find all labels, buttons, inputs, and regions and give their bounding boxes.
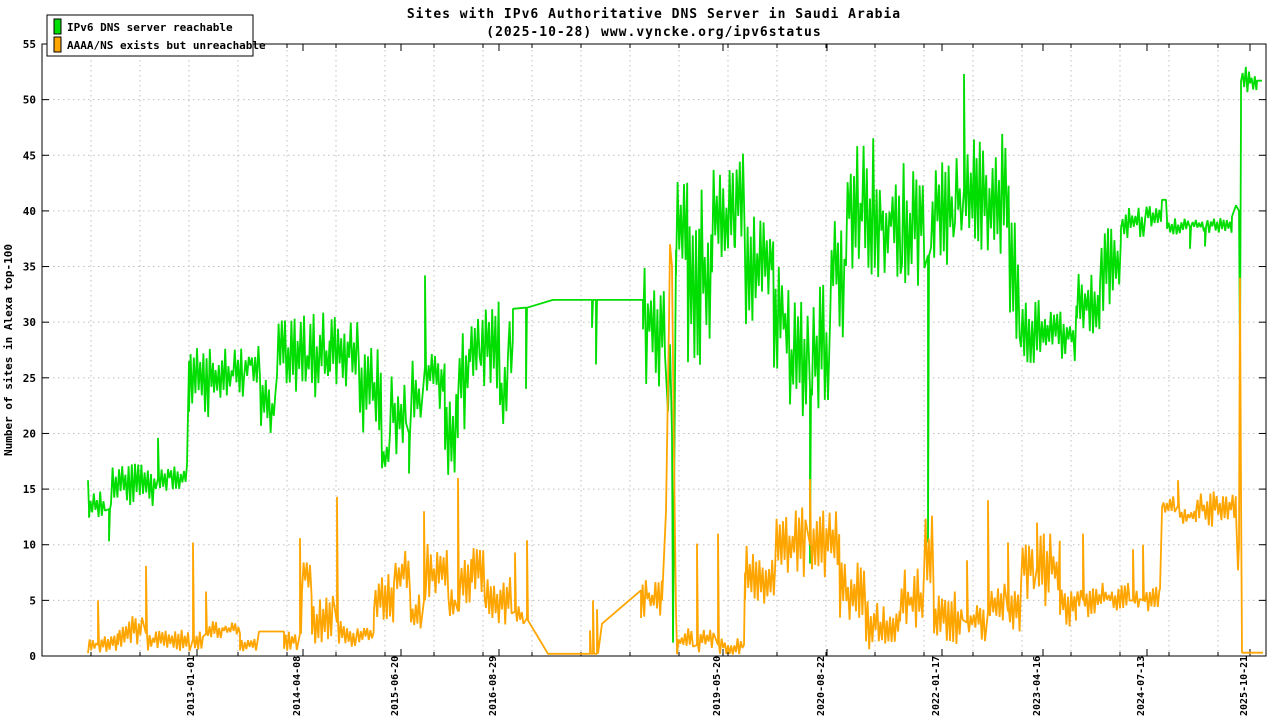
x-tick-label: 2023-04-16 bbox=[1032, 656, 1043, 716]
series-ipv6-reachable-line bbox=[87, 66, 1262, 643]
legend-label-reachable: IPv6 DNS server reachable bbox=[67, 21, 233, 34]
x-tick-label: 2019-05-20 bbox=[712, 656, 723, 716]
x-tick-label: 2020-08-22 bbox=[816, 656, 827, 716]
plot-frame bbox=[41, 43, 1267, 657]
y-tick-label: 25 bbox=[23, 372, 36, 385]
legend-swatch-orange bbox=[53, 36, 62, 53]
x-tick-label: 2015-06-20 bbox=[390, 656, 401, 716]
y-tick-label: 15 bbox=[23, 483, 36, 496]
legend-swatch-green bbox=[53, 18, 62, 35]
legend-box bbox=[46, 14, 254, 57]
y-tick-label: 5 bbox=[29, 594, 36, 607]
y-tick-label: 40 bbox=[23, 205, 36, 218]
series-aaaa-unreachable-line bbox=[87, 244, 1263, 655]
x-tick-label: 2024-07-13 bbox=[1136, 656, 1147, 716]
legend-label-unreachable: AAAA/NS exists but unreachable bbox=[67, 39, 266, 52]
x-tick-label: 2022-01-17 bbox=[931, 656, 942, 716]
y-tick-label: 30 bbox=[23, 316, 36, 329]
legend-entry-unreachable: AAAA/NS exists but unreachable bbox=[53, 36, 266, 53]
legend: IPv6 DNS server reachable AAAA/NS exists… bbox=[46, 14, 266, 57]
x-tick-label: 2013-01-01 bbox=[186, 656, 197, 716]
x-tick-label: 2025-10-21 bbox=[1239, 656, 1250, 716]
y-axis-title: Number of sites in Alexa top-100 bbox=[2, 244, 15, 456]
x-axis-tick-labels: 2013-01-01 2014-04-08 2015-06-20 2016-08-29… bbox=[186, 656, 1250, 716]
y-tick-label: 0 bbox=[29, 650, 36, 663]
y-tick-label: 45 bbox=[23, 149, 36, 162]
x-tick-label: 2016-08-29 bbox=[488, 656, 499, 716]
chart-subtitle: (2025-10-28) www.vyncke.org/ipv6status bbox=[486, 25, 821, 40]
y-tick-label: 20 bbox=[23, 427, 36, 440]
y-tick-label: 50 bbox=[23, 94, 36, 107]
y-tick-label: 10 bbox=[23, 539, 36, 552]
chart-title: Sites with IPv6 Authoritative DNS Server… bbox=[407, 7, 901, 22]
legend-entry-reachable: IPv6 DNS server reachable bbox=[53, 18, 233, 35]
y-axis-tick-labels: 0 5 10 15 20 25 30 35 40 45 50 55 bbox=[23, 38, 36, 663]
x-tick-label: 2014-04-08 bbox=[292, 656, 303, 716]
y-tick-label: 35 bbox=[23, 261, 36, 274]
y-tick-label: 55 bbox=[23, 38, 36, 51]
